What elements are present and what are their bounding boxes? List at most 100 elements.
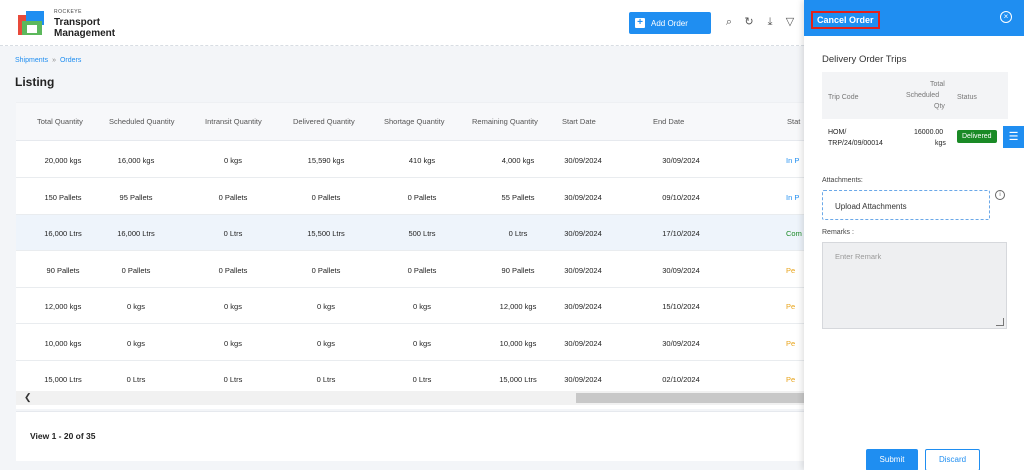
filter-icon[interactable]: ▽ <box>785 16 795 28</box>
breadcrumb-separator: » <box>52 57 56 64</box>
add-order-button[interactable]: + Add Order <box>629 12 711 34</box>
settings-sliders-button[interactable]: ☰ <box>1003 126 1024 148</box>
search-icon[interactable]: ⌕ <box>725 16 733 28</box>
header-delivered-quantity: Delivered Quantity <box>293 117 355 126</box>
table-cell: 10,000 kgs <box>499 338 537 348</box>
trip-qty-2: kgs <box>935 140 946 147</box>
trip-table-header: Trip Code Total Scheduled Qty Status <box>822 72 1008 119</box>
header-remaining-quantity: Remaining Quantity <box>472 117 538 126</box>
header-end-date: End Date <box>653 117 685 126</box>
close-icon[interactable]: × <box>1000 11 1012 23</box>
logo <box>18 11 46 37</box>
cancel-order-panel: Cancel Order × Delivery Order Trips Trip… <box>804 0 1024 470</box>
table-cell: 0 kgs <box>127 338 145 348</box>
trip-code-2: TRP/24/09/00014 <box>828 140 883 147</box>
table-cell: 0 Ltrs <box>126 375 146 384</box>
table-cell: 30/09/2024 <box>564 156 602 165</box>
table-cell: 30/09/2024 <box>564 338 602 348</box>
table-cell: 30/09/2024 <box>564 375 602 384</box>
table-cell: 15,000 Ltrs <box>44 375 82 384</box>
status-cell: Pe <box>786 375 796 384</box>
table-cell: 30/09/2024 <box>564 229 602 238</box>
header-start-date: Start Date <box>562 117 596 126</box>
breadcrumb-orders[interactable]: Orders <box>59 57 82 64</box>
header-intransit-quantity: Intransit Quantity <box>205 117 262 126</box>
header-total-quantity: Total Quantity <box>37 117 83 126</box>
info-icon[interactable]: i <box>995 190 1005 200</box>
table-cell: 55 Pallets <box>501 192 535 202</box>
remarks-label: Remarks : <box>822 229 854 236</box>
breadcrumb-shipments[interactable]: Shipments <box>15 57 49 64</box>
table-cell: 15/10/2024 <box>662 302 700 311</box>
horizontal-scrollbar[interactable]: ❮ <box>16 391 804 405</box>
scroll-left-icon[interactable]: ❮ <box>24 392 32 402</box>
table-row[interactable]: 10,000 kgs 0 kgs 0 kgs 0 kgs 0 kgs 10,000 kgs… <box>16 324 804 361</box>
upload-label: Upload Attachments <box>835 202 907 211</box>
table-cell: 30/09/2024 <box>564 302 602 311</box>
remark-placeholder: Enter Remark <box>835 252 882 261</box>
table-cell: 0 kgs <box>413 302 431 311</box>
upload-attachments-button[interactable]: Upload Attachments <box>822 190 990 220</box>
table-cell: 150 Pallets <box>44 192 82 202</box>
trip-header-code: Trip Code <box>828 94 859 101</box>
table-cell: 0 Pallets <box>121 265 151 275</box>
table-cell: 10,000 kgs <box>44 338 82 348</box>
status-cell: Pe <box>786 265 796 275</box>
header-shortage-quantity: Shortage Quantity <box>384 117 445 126</box>
table-cell: 0 Ltrs <box>316 375 336 384</box>
table-cell: 30/09/2024 <box>564 192 602 202</box>
refresh-icon[interactable]: ↻ <box>744 16 754 28</box>
table-row[interactable]: 90 Pallets 0 Pallets 0 Pallets 0 Pallets 0 P… <box>16 251 804 288</box>
table-cell: 90 Pallets <box>501 265 535 275</box>
table-cell: 15,500 Ltrs <box>307 229 345 238</box>
trip-header-qty-2: Scheduled <box>906 92 940 99</box>
attachments-label: Attachments: <box>822 177 863 184</box>
trip-code-1: HOM/ <box>828 129 847 136</box>
status-cell: In P <box>786 156 800 165</box>
table-cell: 02/10/2024 <box>662 375 700 384</box>
discard-button[interactable]: Discard <box>925 449 980 470</box>
table-cell: 30/09/2024 <box>662 156 700 165</box>
table-cell: 30/09/2024 <box>564 265 602 275</box>
table-row[interactable]: 16,000 Ltrs 16,000 Ltrs 0 Ltrs 15,500 Ltrs 5… <box>16 215 804 251</box>
table-cell: 0 Ltrs <box>223 375 243 384</box>
table-cell: 0 kgs <box>224 302 242 311</box>
status-cell: Pe <box>786 302 796 311</box>
table-cell: 20,000 kgs <box>44 156 82 165</box>
table-cell: 0 Ltrs <box>223 229 243 238</box>
status-cell: Com <box>786 229 802 238</box>
table-cell: 4,000 kgs <box>501 156 535 165</box>
table-cell: 500 Ltrs <box>408 229 436 238</box>
brand-top: ROCKEYE <box>54 9 82 15</box>
trip-header-qty-1: Total <box>930 81 945 88</box>
table-cell: 0 kgs <box>224 338 242 348</box>
table-row[interactable]: 20,000 kgs 16,000 kgs 0 kgs 15,590 kgs 410 k… <box>16 142 804 178</box>
table-cell: 16,000 Ltrs <box>117 229 155 238</box>
orders-table: Total Quantity Scheduled Quantity Intran… <box>16 102 804 409</box>
resize-grip-icon[interactable] <box>996 318 1004 326</box>
status-cell: Pe <box>786 338 796 348</box>
table-cell: 0 kgs <box>317 338 335 348</box>
table-cell: 0 kgs <box>317 302 335 311</box>
page-title: Listing <box>15 75 55 89</box>
table-cell: 0 kgs <box>127 302 145 311</box>
brand-line-2: Management <box>54 28 116 39</box>
table-cell: 95 Pallets <box>119 192 153 202</box>
table-cell: 0 Ltrs <box>412 375 432 384</box>
table-cell: 30/09/2024 <box>662 265 700 275</box>
table-cell: 12,000 kgs <box>499 302 537 311</box>
table-cell: 0 Ltrs <box>508 229 528 238</box>
header-scheduled-quantity: Scheduled Quantity <box>109 117 175 126</box>
download-icon[interactable]: ⤓ <box>767 16 773 28</box>
remark-textarea[interactable]: Enter Remark <box>822 242 1007 329</box>
table-row[interactable]: 150 Pallets 95 Pallets 0 Pallets 0 Pallets 0… <box>16 178 804 215</box>
submit-button[interactable]: Submit <box>866 449 918 470</box>
table-cell: 12,000 kgs <box>44 302 82 311</box>
scrollbar-thumb[interactable] <box>576 393 804 403</box>
table-cell: 410 kgs <box>408 156 436 165</box>
table-cell: 0 Pallets <box>218 265 248 275</box>
table-cell: 16,000 Ltrs <box>44 229 82 238</box>
table-cell: 0 Pallets <box>311 265 341 275</box>
panel-title: Cancel Order <box>811 11 880 29</box>
table-row[interactable]: 12,000 kgs 0 kgs 0 kgs 0 kgs 0 kgs 12,000 kgs… <box>16 288 804 324</box>
